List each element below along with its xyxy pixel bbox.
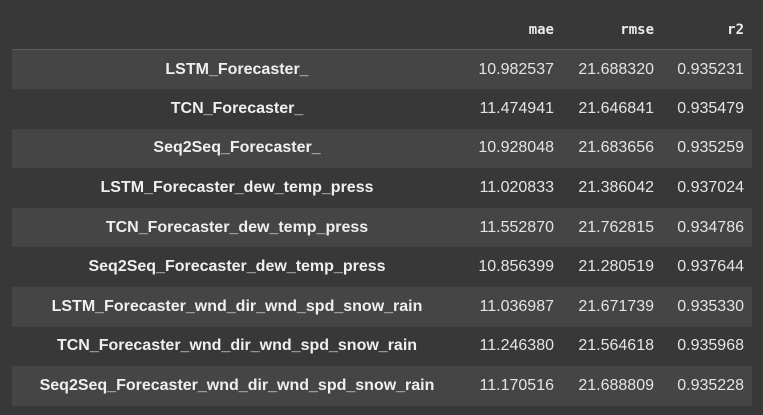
cell-mae: 11.020833 xyxy=(479,179,554,197)
header-r2: r2 xyxy=(662,10,752,50)
header-index xyxy=(12,10,462,50)
header-rmse: rmse xyxy=(562,10,662,50)
table-row: TCN_Forecaster_dew_temp_press 11.552870 … xyxy=(12,207,752,248)
cell-mae: 11.170516 xyxy=(479,377,554,395)
table-row: LSTM_Forecaster_wnd_dir_wnd_spd_snow_rai… xyxy=(12,287,752,327)
row-label: TCN_Forecaster_wnd_dir_wnd_spd_snow_rain xyxy=(56,337,418,355)
cell-r2: 0.935968 xyxy=(677,337,744,355)
cell-rmse: 21.280519 xyxy=(578,258,654,276)
row-label: LSTM_Forecaster_dew_temp_press xyxy=(100,179,374,197)
table-body: LSTM_Forecaster_ 10.982537 21.688320 0.9… xyxy=(12,49,752,406)
table-row: Seq2Seq_Forecaster_dew_temp_press 10.856… xyxy=(12,247,752,288)
cell-mae: 11.246380 xyxy=(479,337,554,355)
table-row: TCN_Forecaster_wnd_dir_wnd_spd_snow_rain… xyxy=(12,326,752,367)
cell-r2: 0.935259 xyxy=(677,139,744,157)
header-mae: mae xyxy=(462,10,562,50)
cell-rmse: 21.688809 xyxy=(578,377,654,395)
cell-r2: 0.935479 xyxy=(677,99,744,117)
table-row: Seq2Seq_Forecaster_wnd_dir_wnd_spd_snow_… xyxy=(12,366,752,406)
row-label: Seq2Seq_Forecaster_dew_temp_press xyxy=(88,258,386,276)
results-table: mae rmse r2 LSTM_Forecaster_ 10.982537 2… xyxy=(12,10,752,406)
cell-rmse: 21.683656 xyxy=(578,139,654,157)
row-label: LSTM_Forecaster_wnd_dir_wnd_spd_snow_rai… xyxy=(51,297,423,315)
table-header: mae rmse r2 xyxy=(12,10,752,50)
row-label: TCN_Forecaster_dew_temp_press xyxy=(105,218,369,236)
table-row: LSTM_Forecaster_ 10.982537 21.688320 0.9… xyxy=(12,49,752,90)
cell-rmse: 21.671739 xyxy=(578,297,654,315)
cell-rmse: 21.762815 xyxy=(578,218,654,236)
cell-rmse: 21.564618 xyxy=(578,337,654,355)
cell-mae: 10.856399 xyxy=(478,258,554,276)
table-row: TCN_Forecaster_ 11.474941 21.646841 0.93… xyxy=(12,89,752,129)
cell-mae: 10.982537 xyxy=(478,60,554,78)
cell-r2: 0.934786 xyxy=(677,218,744,236)
results-table-container: mae rmse r2 LSTM_Forecaster_ 10.982537 2… xyxy=(12,10,752,406)
cell-mae: 10.928048 xyxy=(478,139,554,157)
cell-rmse: 21.688320 xyxy=(578,60,654,78)
cell-r2: 0.937024 xyxy=(677,179,744,197)
row-label: LSTM_Forecaster_ xyxy=(165,60,309,78)
table-row: Seq2Seq_Forecaster_ 10.928048 21.683656 … xyxy=(12,128,752,169)
cell-r2: 0.935228 xyxy=(677,377,744,395)
row-label: TCN_Forecaster_ xyxy=(170,99,304,117)
cell-rmse: 21.386042 xyxy=(578,179,654,197)
cell-r2: 0.937644 xyxy=(677,258,744,276)
cell-mae: 11.036987 xyxy=(479,297,554,315)
cell-r2: 0.935330 xyxy=(677,297,744,315)
cell-r2: 0.935231 xyxy=(677,60,744,78)
cell-rmse: 21.646841 xyxy=(578,99,654,117)
table-row: LSTM_Forecaster_dew_temp_press 11.020833… xyxy=(12,168,752,208)
cell-mae: 11.552870 xyxy=(479,218,554,236)
header-row: mae rmse r2 xyxy=(12,10,752,50)
row-label: Seq2Seq_Forecaster_ xyxy=(153,139,321,157)
cell-mae: 11.474941 xyxy=(479,99,554,117)
row-label: Seq2Seq_Forecaster_wnd_dir_wnd_spd_snow_… xyxy=(39,377,435,395)
